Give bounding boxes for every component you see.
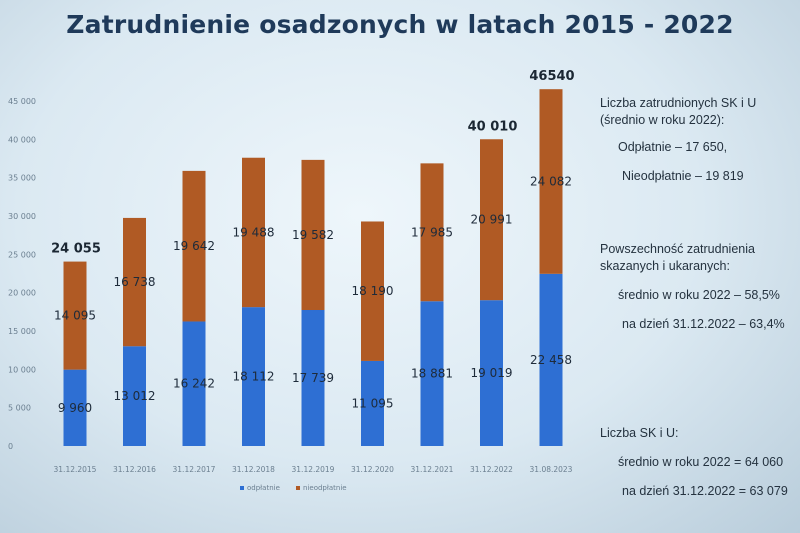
y-tick-label: 20 000: [8, 289, 36, 298]
legend-label: odpłatnie: [247, 484, 280, 492]
bar-segment-paid: [63, 369, 87, 446]
bar-segment-paid: [539, 273, 563, 446]
y-tick-label: 40 000: [8, 135, 36, 144]
segment-value-label: 16 242: [173, 377, 215, 391]
segment-value-label: 19 582: [292, 228, 334, 242]
bar-segment-unpaid: [63, 261, 87, 370]
segment-value-label: 22 458: [530, 353, 572, 367]
bar-segment-paid: [420, 301, 444, 446]
y-tick-label: 30 000: [8, 212, 36, 221]
bar-segment-unpaid: [539, 89, 563, 274]
x-tick-label: 31.12.2015: [54, 465, 97, 474]
segment-value-label: 18 190: [352, 284, 394, 298]
bar-segment-unpaid: [420, 163, 444, 302]
y-tick-label: 5 000: [8, 404, 31, 413]
legend-label: nieodpłatnie: [303, 484, 347, 492]
legend-swatch: [240, 486, 244, 490]
x-tick-label: 31.12.2020: [351, 465, 394, 474]
segment-value-label: 24 082: [530, 175, 572, 189]
side-block1-title: Liczba zatrudnionych SK i U (średnio w r…: [600, 96, 757, 127]
y-tick-label: 0: [8, 442, 13, 451]
segment-value-label: 11 095: [352, 396, 394, 410]
chart-title: Zatrudnienie osadzonych w latach 2015 - …: [66, 10, 734, 39]
side-block1-item1: Odpłatnie – 17 650,: [618, 139, 728, 154]
bar-total-label: 46540: [529, 69, 574, 84]
segment-value-label: 14 095: [54, 309, 96, 323]
x-tick-label: 31.08.2023: [530, 465, 573, 474]
stacked-bar-chart: 0 5 000 10 000 15 000 20 000 25 000 30 000 35 0…: [8, 69, 575, 492]
side-block2-title: Powszechność zatrudnienia skazanych i uk…: [600, 242, 755, 273]
segment-value-label: 19 642: [173, 239, 215, 253]
bar-total-label: 24 055: [51, 242, 101, 257]
bar-segment-paid: [480, 300, 503, 446]
segment-value-label: 18 112: [233, 370, 275, 384]
segment-value-label: 17 985: [411, 225, 453, 239]
segment-value-label: 17 739: [292, 371, 334, 385]
x-tick-label: 31.12.2022: [470, 465, 513, 474]
bar-segment-unpaid: [123, 217, 146, 347]
side-block-universality: Powszechność zatrudnienia skazanych i uk…: [600, 241, 800, 333]
bar-segment-paid: [242, 307, 265, 446]
side-block-count: Liczba SK i U: średnio w roku 2022 = 64 …: [600, 425, 800, 500]
y-tick-label: 25 000: [8, 250, 36, 259]
side-block3-title: Liczba SK i U:: [600, 426, 679, 440]
bar-segment-unpaid: [361, 221, 384, 361]
x-tick-label: 31.12.2016: [113, 465, 156, 474]
bar-segment-paid: [123, 346, 146, 446]
side-block3-item1: średnio w roku 2022 = 64 060: [618, 454, 784, 469]
bar-segment-paid: [301, 310, 325, 446]
segment-value-label: 18 881: [411, 367, 453, 381]
bar-segment-paid: [361, 360, 384, 446]
side-block1-item2: Nieodpłatnie – 19 819: [622, 168, 744, 183]
y-tick-label: 10 000: [8, 365, 36, 374]
side-block3-item2: na dzień 31.12.2022 = 63 079: [622, 483, 788, 498]
legend-swatch: [296, 486, 300, 490]
x-tick-label: 31.12.2018: [232, 465, 275, 474]
bar-segment-unpaid: [242, 157, 265, 308]
bar-segment-paid: [182, 321, 206, 446]
side-block2-item2: na dzień 31.12.2022 – 63,4%: [622, 316, 785, 331]
segment-value-label: 16 738: [114, 275, 156, 289]
x-tick-label: 31.12.2021: [411, 465, 454, 474]
segment-value-label: 13 012: [114, 389, 156, 403]
segment-value-label: 19 019: [471, 366, 513, 380]
y-tick-label: 35 000: [8, 174, 36, 183]
segment-value-label: 19 488: [233, 225, 275, 239]
segment-value-label: 20 991: [471, 213, 513, 227]
y-tick-label: 15 000: [8, 327, 36, 336]
x-tick-label: 31.12.2017: [173, 465, 216, 474]
bar-segment-unpaid: [480, 139, 503, 301]
bar-segment-unpaid: [182, 170, 206, 322]
y-tick-label: 45 000: [8, 97, 36, 106]
side-block2-item1: średnio w roku 2022 – 58,5%: [618, 287, 780, 302]
bar-total-label: 40 010: [468, 119, 518, 134]
bar-segment-unpaid: [301, 159, 325, 311]
side-block-employed: Liczba zatrudnionych SK i U (średnio w r…: [600, 95, 800, 185]
segment-value-label: 9 960: [58, 401, 92, 415]
x-tick-label: 31.12.2019: [292, 465, 335, 474]
